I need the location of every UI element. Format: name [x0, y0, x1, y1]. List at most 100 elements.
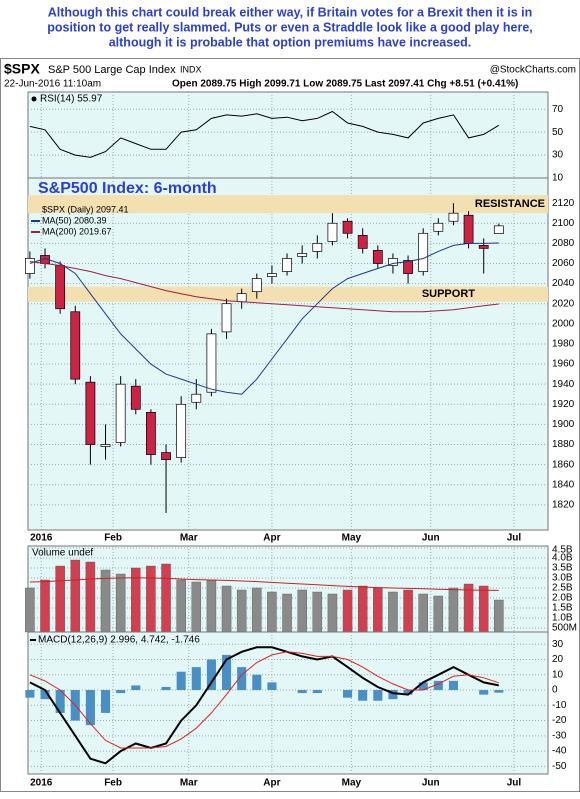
volume-bar: [176, 579, 186, 633]
volume-bar: [267, 591, 277, 633]
macd-histogram: [176, 671, 186, 691]
zone-label: SUPPORT: [422, 288, 475, 300]
legend-label: MA(200) 2019.67: [42, 226, 112, 236]
y-tick-label: -40: [552, 746, 567, 757]
zone-label: RESISTANCE: [475, 198, 545, 210]
legend-swatch: [31, 96, 37, 102]
candle-body: [55, 265, 66, 310]
volume-bar: [403, 589, 413, 633]
candle-body: [70, 311, 81, 380]
zone-band: [28, 195, 548, 214]
panel-background: [27, 177, 549, 531]
candle-body: [327, 222, 338, 242]
quote: Open 2089.75 High 2099.71 Low 2089.75 La…: [172, 79, 518, 90]
volume-bar: [100, 569, 111, 633]
candle-body: [206, 333, 217, 393]
volume-bar: [388, 591, 398, 633]
y-tick-label: -20: [552, 715, 567, 726]
candle-body: [388, 258, 398, 266]
macd-histogram: [222, 654, 232, 691]
commentary: although it is probable that option prem…: [109, 35, 472, 49]
volume-bar: [206, 579, 217, 633]
candle-body: [478, 245, 489, 249]
y-tick-label: 1940: [552, 379, 575, 390]
candle-body: [176, 403, 187, 458]
candle-body: [448, 212, 459, 222]
volume-bar: [342, 589, 353, 633]
x-tick-label: Mar: [180, 778, 198, 789]
volume-bar: [161, 563, 171, 633]
macd-histogram: [161, 686, 171, 691]
x-tick-label: May: [342, 533, 362, 544]
candle-body: [357, 234, 368, 249]
volume-bar: [55, 565, 65, 633]
y-tick-label: 2080: [552, 238, 575, 249]
y-tick-label: 2120: [552, 198, 575, 209]
macd-histogram: [343, 690, 353, 698]
legend-label: RSI(14) 55.97: [40, 94, 103, 105]
macd-histogram: [373, 690, 383, 701]
x-tick-label: 2016: [30, 778, 53, 789]
y-tick-label: 2.0B: [552, 593, 573, 604]
candle-body: [493, 225, 504, 234]
y-tick-label: 4.5B: [552, 545, 573, 556]
y-tick-label: 500M: [552, 623, 577, 634]
candle-body: [115, 383, 126, 443]
volume-bar: [115, 573, 126, 633]
y-tick-label: 30: [552, 150, 564, 161]
macd-histogram: [206, 659, 216, 691]
y-tick-label: -30: [552, 730, 567, 741]
candle-body: [236, 293, 247, 303]
candle-body: [433, 222, 444, 232]
macd-histogram: [418, 682, 428, 691]
macd-histogram: [358, 690, 368, 701]
volume-bar: [191, 581, 202, 633]
commentary: position to get really slammed. Puts or …: [47, 20, 533, 34]
y-tick-label: 2040: [552, 278, 575, 289]
candle-body: [251, 278, 262, 292]
y-tick-label: 10: [552, 669, 564, 680]
signal-line: [29, 651, 499, 749]
y-tick-label: 1860: [552, 459, 575, 470]
y-tick-label: 2060: [552, 258, 575, 269]
symbol: $SPX: [4, 61, 40, 77]
volume-bar: [373, 587, 383, 633]
macd-line: [29, 646, 499, 765]
macd-histogram: [297, 690, 307, 694]
macd-histogram: [312, 690, 322, 694]
macd-histogram: [494, 690, 504, 693]
candle-body: [130, 385, 141, 410]
volume-bar: [236, 589, 247, 633]
y-tick-label: 50: [552, 127, 564, 138]
volume-bar: [146, 565, 156, 633]
macd-histogram: [388, 690, 398, 700]
macd-histogram: [191, 667, 201, 691]
date: 22-Jun-2016 11:10am: [4, 79, 101, 90]
candle-body: [418, 232, 429, 272]
volume-bar: [70, 559, 81, 633]
macd-histogram: [25, 690, 35, 698]
y-tick-label: 1980: [552, 339, 575, 350]
y-tick-label: 2.5B: [552, 583, 573, 594]
commentary: Although this chart could break either w…: [48, 5, 533, 19]
panel-title: S&P500 Index: 6-month: [38, 180, 217, 197]
macd-histogram: [55, 690, 65, 713]
x-tick-label: Feb: [104, 533, 122, 544]
exchange: INDX: [180, 64, 202, 74]
x-tick-label: Jun: [422, 778, 440, 789]
volume-average: [29, 577, 499, 591]
y-tick-label: 1880: [552, 439, 575, 450]
zone-band: [28, 286, 548, 302]
y-tick-label: 2100: [552, 218, 575, 229]
macd-histogram: [448, 680, 458, 691]
y-tick-label: 1.5B: [552, 603, 573, 614]
volume-bar: [25, 587, 35, 633]
candle-body: [221, 303, 232, 333]
x-tick-label: Jul: [507, 778, 522, 789]
y-tick-label: 1840: [552, 479, 575, 490]
y-tick-label: -10: [552, 700, 567, 711]
volume-bar: [357, 585, 368, 633]
y-tick-label: 2000: [552, 318, 575, 329]
y-tick-label: 10: [552, 173, 564, 184]
